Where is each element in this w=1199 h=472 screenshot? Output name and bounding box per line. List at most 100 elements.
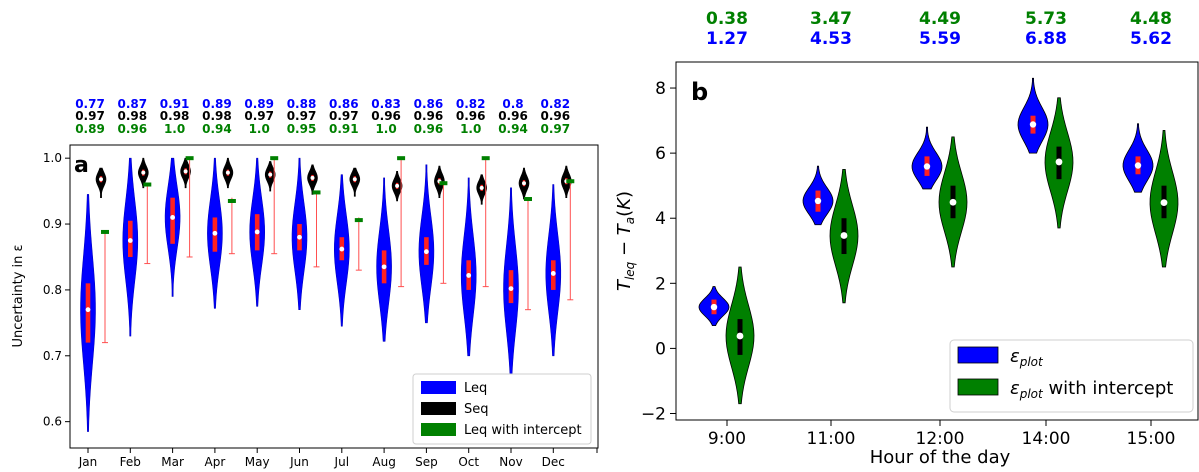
- intercept-marker: [101, 229, 109, 234]
- a-annot-intercept: 0.95: [287, 122, 317, 136]
- b-annot-plot: 6.88: [1025, 29, 1067, 49]
- leq-median: [424, 249, 429, 255]
- a-xtick-label: Apr: [205, 455, 226, 469]
- eplot-violin: [1017, 77, 1049, 154]
- a-annot-intercept: 0.94: [498, 122, 528, 136]
- a-ytick-label: 0.6: [43, 415, 62, 429]
- a-annot-intercept: 0.96: [414, 122, 444, 136]
- a-annot-leq: 0.86: [414, 97, 444, 111]
- a-annot-seq: 0.98: [160, 109, 190, 123]
- a-xtick-label: Jun: [289, 455, 309, 469]
- panel-b: −2 0 2 4 6 8 9:00 11:00 12:00 14:00 15:00 0.38 3.4…: [614, 9, 1199, 468]
- b-annot-intercept: 3.47: [810, 9, 852, 29]
- legend-swatch-eplot-intercept: [957, 378, 999, 396]
- a-annot-leq: 0.8: [502, 97, 523, 111]
- a-ytick-label: 0.7: [43, 349, 62, 363]
- a-xtick-label: Dec: [542, 455, 565, 469]
- leq-median: [381, 264, 387, 270]
- intercept-marker: [185, 156, 194, 161]
- a-ytick-label: 0.8: [43, 283, 62, 297]
- intercept-marker: [312, 190, 321, 195]
- legend-swatch-leq-intercept: [421, 423, 456, 436]
- a-annot-leq: 0.77: [75, 97, 105, 111]
- a-annot-intercept: 1.0: [460, 122, 481, 136]
- intercept-marker: [227, 198, 236, 203]
- panel-a-label: a: [74, 153, 89, 178]
- legend-label-leq: Leq: [464, 381, 487, 396]
- b-xtick-label: 9:00: [708, 429, 746, 449]
- a-annot-intercept: 0.97: [540, 122, 570, 136]
- b-annot-plot: 5.62: [1130, 29, 1172, 49]
- b-annot-intercept: 4.49: [919, 9, 961, 29]
- legend-swatch-leq: [421, 381, 456, 394]
- a-annot-leq: 0.87: [117, 97, 147, 111]
- a-annot-seq: 0.96: [498, 109, 528, 123]
- eplot-intercept-median: [840, 232, 848, 239]
- seq-median: [141, 170, 146, 175]
- panel-b-xlabel: Hour of the day: [870, 447, 1011, 468]
- b-annot-intercept: 5.73: [1025, 9, 1067, 29]
- b-ytick-label: −2: [641, 404, 666, 424]
- legend-label-seq: Seq: [464, 402, 489, 417]
- a-annot-seq: 0.96: [371, 109, 401, 123]
- leq-median: [212, 230, 218, 236]
- a-ytick-label: 1.0: [43, 151, 62, 165]
- panel-b-axes-frame: [675, 61, 1199, 421]
- leq-iqr-box: [170, 197, 175, 244]
- a-annot-seq: 0.98: [117, 109, 147, 123]
- a-annot-leq: 0.86: [329, 97, 359, 111]
- seq-median: [310, 175, 315, 180]
- a-annot-seq: 0.96: [414, 109, 444, 123]
- seq-median: [522, 181, 526, 186]
- panel-a-legend: Leq Seq Leq with intercept: [412, 373, 592, 445]
- intercept-marker: [270, 156, 279, 161]
- a-annot-leq: 0.89: [244, 97, 274, 111]
- leq-median: [508, 286, 514, 291]
- eplot-median: [923, 163, 931, 170]
- eplot-intercept-median: [1160, 199, 1168, 206]
- a-annot-intercept: 0.96: [117, 122, 147, 136]
- eplot-intercept-median: [736, 332, 744, 340]
- leq-iqr-box: [85, 283, 91, 343]
- a-annot-intercept: 0.89: [75, 122, 105, 136]
- a-xtick-label: Oct: [458, 455, 479, 469]
- intercept-marker: [566, 179, 575, 184]
- intercept-marker: [439, 181, 448, 186]
- seq-median: [183, 169, 188, 174]
- b-ytick-label: 6: [655, 144, 666, 164]
- a-xtick-label: Feb: [120, 455, 141, 469]
- a-annot-intercept: 0.91: [329, 122, 359, 136]
- seq-median: [268, 172, 273, 177]
- seq-violin: [95, 167, 107, 198]
- seq-median: [395, 183, 400, 188]
- leq-median: [254, 229, 260, 235]
- a-annot-seq: 0.96: [540, 109, 570, 123]
- b-annot-intercept: 4.48: [1130, 9, 1172, 29]
- seq-median: [479, 185, 484, 190]
- eplot-median: [814, 197, 822, 205]
- panel-b-ylabel: Tleq − Ta(K): [614, 191, 637, 291]
- leq-median: [85, 307, 91, 313]
- a-annot-leq: 0.82: [456, 97, 486, 111]
- b-xtick-label: 14:00: [1022, 429, 1071, 449]
- eplot-intercept-median: [949, 198, 957, 206]
- leq-median: [466, 273, 472, 278]
- b-annot-plot: 4.53: [810, 29, 852, 49]
- a-annot-intercept: 1.0: [375, 122, 396, 136]
- a-annot-intercept: 0.94: [202, 122, 232, 136]
- a-annot-intercept: 1.0: [249, 122, 270, 136]
- seq-median: [225, 170, 230, 175]
- b-xtick-label: 15:00: [1127, 429, 1176, 449]
- a-xtick-label: Sep: [415, 455, 438, 469]
- b-ytick-label: 0: [655, 339, 666, 359]
- legend-label-eplot-intercept: εplot with intercept: [1010, 378, 1173, 401]
- a-annot-intercept: 1.0: [164, 122, 185, 136]
- panel-a: 0.6 0.7 0.8 0.9 1.0 Jan Feb Mar Apr May Jun Jul Aug…: [11, 97, 599, 469]
- a-annot-seq: 0.98: [202, 109, 232, 123]
- b-ytick-label: 4: [655, 209, 666, 229]
- b-annot-plot: 1.27: [706, 29, 748, 49]
- b-annot-intercept: 0.38: [706, 9, 748, 29]
- a-annot-leq: 0.89: [202, 97, 232, 111]
- a-ytick-label: 0.9: [43, 217, 62, 231]
- panel-b-label: b: [691, 78, 708, 106]
